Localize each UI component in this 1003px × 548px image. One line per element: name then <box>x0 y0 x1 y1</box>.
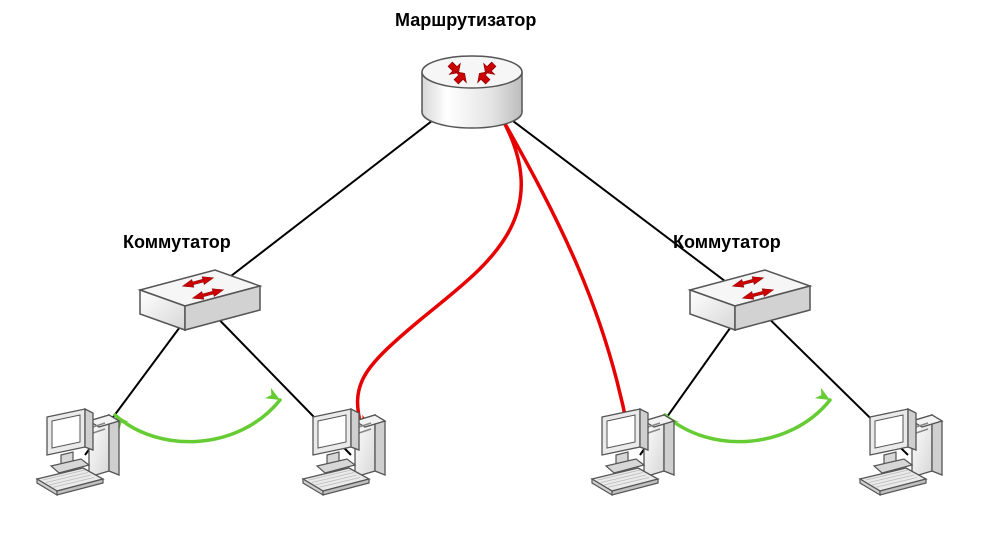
red-flow <box>357 115 634 433</box>
pc-icon <box>592 409 674 495</box>
pc-icon <box>860 409 942 495</box>
router-label: Маршрутизатор <box>395 10 536 31</box>
green-left <box>110 388 283 442</box>
switch-icon <box>690 270 810 330</box>
network-devices <box>37 56 942 495</box>
pc-icon <box>303 409 385 495</box>
switch-icon <box>140 270 260 330</box>
switch-left-label: Коммутатор <box>123 232 231 253</box>
network-diagram <box>0 0 1003 548</box>
green-right <box>660 388 833 442</box>
pc-icon <box>37 409 119 495</box>
router-icon <box>422 56 522 128</box>
switch-right-label: Коммутатор <box>673 232 781 253</box>
